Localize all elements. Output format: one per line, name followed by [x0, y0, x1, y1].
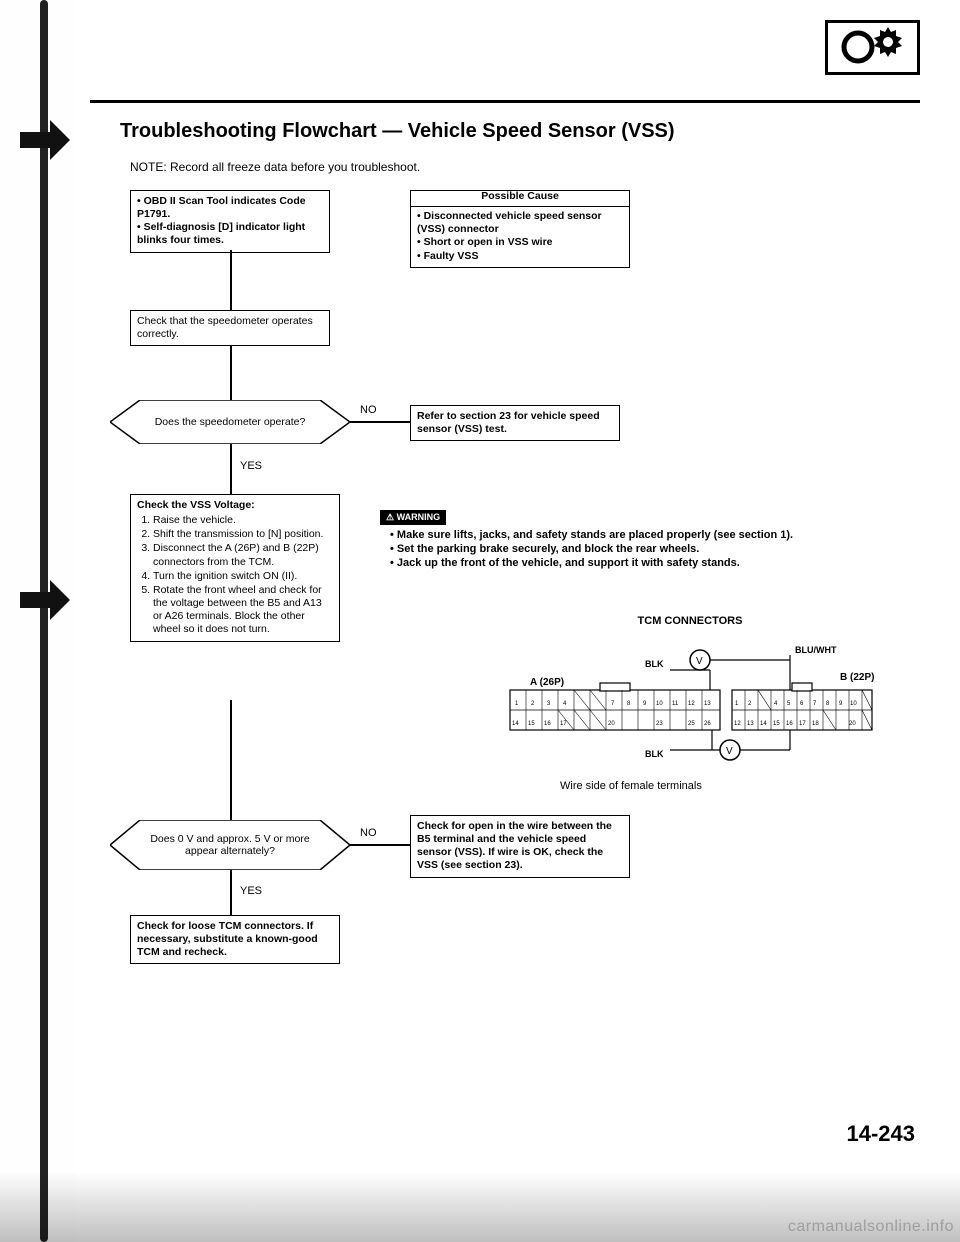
svg-text:11: 11: [672, 701, 679, 707]
svg-text:23: 23: [656, 721, 663, 727]
svg-text:BLK: BLK: [645, 659, 664, 669]
decision-speedometer: Does the speedometer operate?: [110, 400, 350, 444]
warning-block: ⚠ WARNING Make sure lifts, jacks, and sa…: [380, 510, 850, 571]
svg-text:25: 25: [688, 721, 695, 727]
no-label: NO: [360, 404, 377, 416]
tcm-connectors-diagram: TCM CONNECTORS 1234: [500, 615, 880, 768]
step: Turn the ignition switch ON (II).: [153, 570, 333, 583]
page-title: Troubleshooting Flowchart — Vehicle Spee…: [120, 120, 675, 143]
cause-item: • Faulty VSS: [417, 250, 623, 263]
start-line1: • OBD II Scan Tool indicates Code P1791.: [137, 195, 323, 221]
svg-text:16: 16: [544, 721, 551, 727]
svg-text:10: 10: [656, 701, 663, 707]
svg-text:B (22P): B (22P): [840, 672, 874, 683]
svg-text:15: 15: [773, 721, 780, 727]
check-loose-text: Check for loose TCM connectors. If neces…: [137, 920, 318, 958]
warning-badge-icon: ⚠ WARNING: [380, 510, 446, 525]
svg-text:12: 12: [688, 701, 695, 707]
watermark-text: carmanualsonline.info: [788, 1218, 954, 1236]
svg-text:13: 13: [704, 701, 711, 707]
flow-line: [230, 345, 232, 400]
svg-text:20: 20: [849, 721, 856, 727]
page-binding: [0, 0, 75, 1242]
note-text: NOTE: Record all freeze data before you …: [130, 160, 420, 174]
yes-label: YES: [240, 460, 262, 472]
vss-steps: Raise the vehicle. Shift the transmissio…: [137, 514, 333, 636]
flow-line: [230, 250, 232, 310]
connectors-title: TCM CONNECTORS: [500, 615, 880, 627]
warning-item: Set the parking brake securely, and bloc…: [390, 543, 850, 555]
flow-line: [350, 844, 410, 846]
check-speedo-text: Check that the speedometer operates corr…: [137, 315, 313, 340]
a-connector-label: A (26P): [530, 677, 564, 688]
flow-line: [350, 421, 410, 423]
svg-text:14: 14: [760, 721, 767, 727]
check-speedometer-box: Check that the speedometer operates corr…: [130, 310, 330, 346]
svg-text:V: V: [726, 746, 733, 757]
cause-item: • Short or open in VSS wire: [417, 236, 623, 249]
svg-text:26: 26: [704, 721, 711, 727]
svg-text:18: 18: [812, 721, 819, 727]
decision2-text: Does 0 V and approx. 5 V or more appear …: [110, 820, 350, 870]
warning-item: Jack up the front of the vehicle, and su…: [390, 557, 850, 569]
check-vss-voltage-box: Check the VSS Voltage: Raise the vehicle…: [130, 494, 340, 642]
check-open-text: Check for open in the wire between the B…: [417, 820, 612, 871]
yes-label: YES: [240, 885, 262, 897]
cause-item: • Disconnected vehicle speed sensor (VSS…: [417, 210, 623, 236]
step: Disconnect the A (26P) and B (22P) conne…: [153, 542, 333, 568]
flow-line: [230, 444, 232, 494]
flow-line: [230, 870, 232, 915]
step: Rotate the front wheel and check for the…: [153, 584, 333, 637]
svg-text:17: 17: [799, 721, 806, 727]
decision-voltage: Does 0 V and approx. 5 V or more appear …: [110, 820, 350, 870]
flow-line: [230, 700, 232, 820]
step: Shift the transmission to [N] position.: [153, 528, 333, 541]
svg-text:14: 14: [512, 721, 519, 727]
start-box: • OBD II Scan Tool indicates Code P1791.…: [130, 190, 330, 253]
svg-text:BLK: BLK: [645, 749, 664, 759]
svg-text:17: 17: [560, 721, 567, 727]
check-loose-tcm-box: Check for loose TCM connectors. If neces…: [130, 915, 340, 964]
possible-cause-header: Possible Cause: [411, 187, 629, 207]
refer-section23-box: Refer to section 23 for vehicle speed se…: [410, 405, 620, 441]
connectors-caption: Wire side of female terminals: [560, 780, 702, 792]
possible-cause-box: Possible Cause • Disconnected vehicle sp…: [410, 190, 630, 268]
decision1-text: Does the speedometer operate?: [110, 400, 350, 444]
no-label: NO: [360, 827, 377, 839]
start-line2: • Self-diagnosis [D] indicator light bli…: [137, 221, 323, 247]
refer23-text: Refer to section 23 for vehicle speed se…: [417, 410, 600, 435]
svg-text:BLU/WHT: BLU/WHT: [795, 645, 837, 655]
svg-text:13: 13: [747, 721, 754, 727]
page-number: 14-243: [846, 1121, 915, 1147]
horizontal-rule: [90, 100, 920, 103]
svg-text:10: 10: [850, 701, 857, 707]
manual-page: Troubleshooting Flowchart — Vehicle Spee…: [0, 0, 960, 1242]
svg-text:V: V: [696, 656, 703, 667]
step: Raise the vehicle.: [153, 514, 333, 527]
vss-header: Check the VSS Voltage:: [137, 499, 255, 511]
svg-text:20: 20: [608, 721, 615, 727]
gear-logo-icon: [825, 20, 920, 75]
svg-text:15: 15: [528, 721, 535, 727]
svg-text:16: 16: [786, 721, 793, 727]
svg-text:12: 12: [734, 721, 741, 727]
check-open-wire-box: Check for open in the wire between the B…: [410, 815, 630, 878]
warning-item: Make sure lifts, jacks, and safety stand…: [390, 529, 850, 541]
